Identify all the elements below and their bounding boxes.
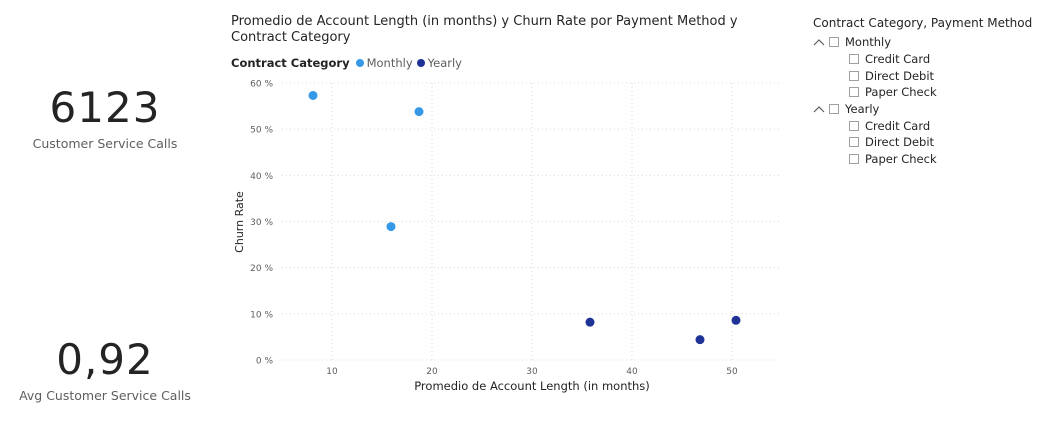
data-point-yearly[interactable] — [585, 317, 595, 327]
y-tick-label: 60 % — [250, 80, 273, 90]
x-axis-label: Promedio de Account Length (in months) — [414, 379, 650, 393]
slicer-contract-payment: Contract Category, Payment Method Monthl… — [813, 16, 1038, 168]
data-point-monthly[interactable] — [308, 90, 318, 100]
slicer-item-yearly-credit-card[interactable]: Credit Card — [813, 117, 1038, 134]
slicer-item-label: Paper Check — [865, 152, 937, 167]
checkbox[interactable] — [829, 104, 839, 115]
y-axis-ticks: 0 % 10 % 20 % 30 % 40 % 50 % 60 % — [250, 80, 273, 367]
x-tick-label: 50 — [726, 367, 738, 377]
checkbox[interactable] — [849, 54, 859, 65]
slicer-item-label: Direct Debit — [865, 68, 935, 83]
slicer-title: Contract Category, Payment Method — [813, 16, 1033, 30]
y-axis-label: Churn Rate — [233, 191, 246, 253]
y-tick-label: 10 % — [250, 310, 273, 320]
kpi-value: 6123 — [49, 83, 161, 132]
y-tick-label: 40 % — [250, 172, 273, 182]
legend-label: Yearly — [427, 56, 462, 70]
legend-item-yearly[interactable]: Yearly — [416, 56, 462, 70]
x-tick-label: 40 — [626, 367, 638, 377]
chart-grid — [282, 82, 782, 361]
data-point-yearly[interactable] — [731, 315, 741, 325]
legend-marker-monthly — [355, 59, 364, 67]
legend-title: Contract Category — [231, 56, 350, 70]
slicer-item-yearly-direct-debit[interactable]: Direct Debit — [813, 134, 1038, 151]
checkbox[interactable] — [849, 120, 859, 131]
slicer-item-yearly-paper-check[interactable]: Paper Check — [813, 151, 1038, 168]
kpi-label: Avg Customer Service Calls — [19, 388, 191, 403]
checkbox[interactable] — [849, 154, 859, 165]
legend-label: Monthly — [366, 56, 413, 70]
checkbox[interactable] — [849, 137, 859, 148]
slicer-item-label: Credit Card — [865, 118, 931, 133]
y-tick-label: 0 % — [256, 357, 274, 367]
kpi-card-avg-customer-service-calls[interactable]: 0,92 Avg Customer Service Calls — [10, 336, 200, 404]
kpi-card-customer-service-calls[interactable]: 6123 Customer Service Calls — [10, 84, 200, 152]
slicer-group-yearly[interactable]: Yearly — [813, 101, 1038, 118]
slicer-item-label: Credit Card — [865, 52, 931, 67]
kpi-label: Customer Service Calls — [32, 136, 178, 151]
x-tick-label: 10 — [326, 367, 338, 377]
chevron-up-icon[interactable] — [813, 37, 825, 47]
legend-marker-yearly — [416, 59, 425, 67]
chart-legend: Contract Category Monthly Yearly — [231, 56, 466, 70]
slicer-item-monthly-credit-card[interactable]: Credit Card — [813, 51, 1038, 68]
x-tick-label: 20 — [426, 367, 438, 377]
y-tick-label: 20 % — [250, 264, 273, 274]
slicer-item-monthly-paper-check[interactable]: Paper Check — [813, 84, 1038, 101]
data-points — [308, 90, 741, 345]
y-tick-label: 30 % — [250, 218, 273, 228]
data-point-monthly[interactable] — [414, 107, 424, 117]
legend-item-monthly[interactable]: Monthly — [355, 56, 413, 70]
chevron-up-icon[interactable] — [813, 104, 825, 114]
slicer-item-label: Direct Debit — [865, 135, 935, 150]
slicer-item-monthly-direct-debit[interactable]: Direct Debit — [813, 67, 1038, 84]
slicer-group-label: Yearly — [845, 102, 880, 117]
checkbox[interactable] — [849, 87, 859, 98]
data-point-yearly[interactable] — [695, 335, 705, 345]
slicer-group-label: Monthly — [845, 35, 892, 50]
x-axis-ticks: 10 20 30 40 50 — [326, 367, 738, 377]
x-tick-label: 30 — [526, 367, 538, 377]
slicer-group-monthly[interactable]: Monthly — [813, 34, 1038, 51]
y-tick-label: 50 % — [250, 126, 273, 136]
kpi-value: 0,92 — [56, 335, 154, 384]
slicer-item-label: Paper Check — [865, 85, 937, 100]
data-point-monthly[interactable] — [386, 222, 396, 232]
chart-title: Promedio de Account Length (in months) y… — [231, 14, 738, 45]
checkbox[interactable] — [829, 37, 839, 48]
checkbox[interactable] — [849, 70, 859, 81]
